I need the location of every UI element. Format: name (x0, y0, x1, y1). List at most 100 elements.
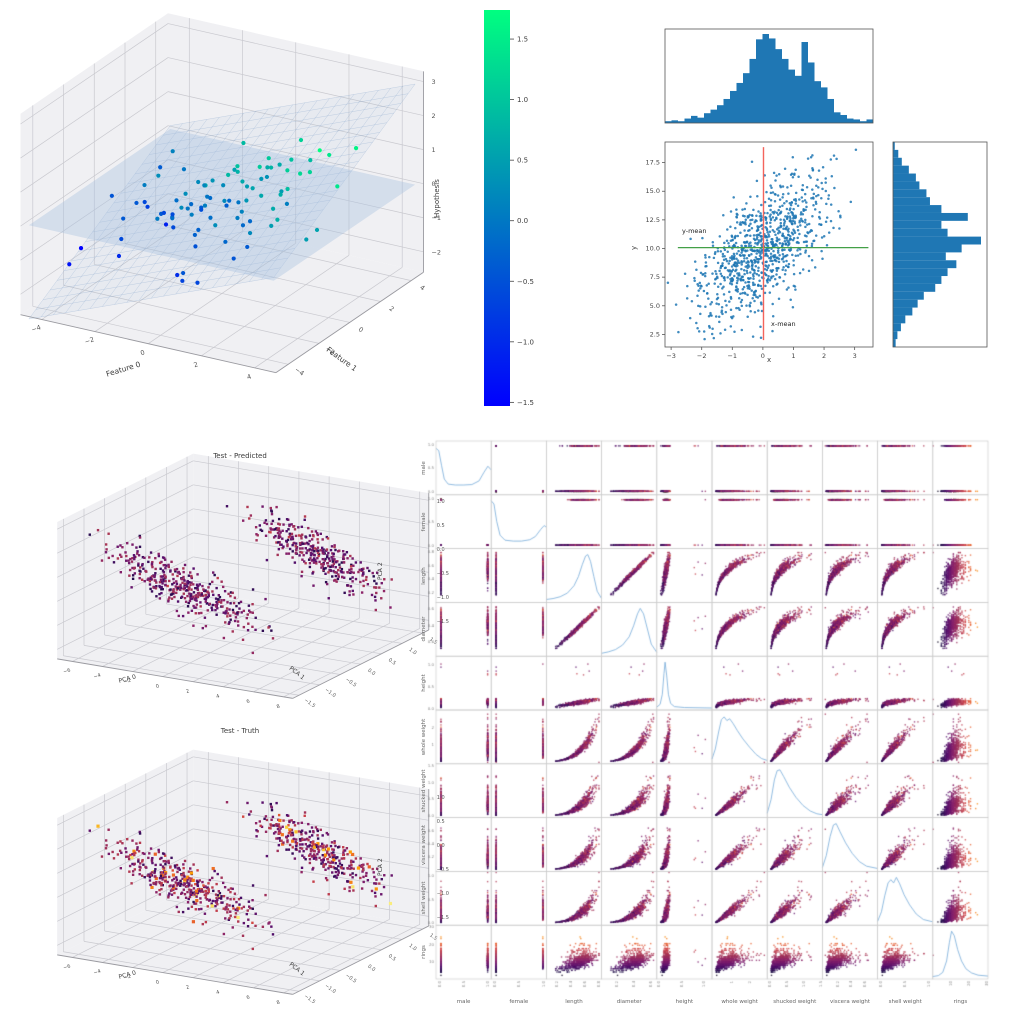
pairplot-col-label-length: length (565, 999, 583, 1005)
svg-text:3: 3 (431, 78, 435, 86)
svg-text:−0.5: −0.5 (344, 677, 357, 689)
svg-text:−6: −6 (63, 667, 72, 675)
svg-text:−4: −4 (93, 969, 102, 977)
x-mean-annotation: x-mean (771, 320, 796, 328)
svg-text:17.5: 17.5 (646, 159, 660, 167)
pairplot-canvas (415, 428, 1024, 1024)
svg-text:1: 1 (431, 146, 435, 154)
pairplot-row-label-length: length (421, 566, 427, 585)
svg-text:−0.5: −0.5 (517, 278, 534, 286)
svg-text:8: 8 (276, 1000, 281, 1007)
svg-text:2: 2 (431, 112, 435, 120)
pairplot-row-label-diameter: diameter (421, 616, 427, 642)
panel-colorbar: 1.5 1.0 0.5 0.0 −0.5 −1.0 −1.5 (468, 0, 568, 425)
pca2-axis-label: PCA 2 (377, 562, 384, 580)
svg-text:−2: −2 (84, 335, 96, 346)
svg-text:0: 0 (139, 348, 145, 357)
pairplot-col-label-male: male (456, 999, 471, 1005)
svg-text:−1.5: −1.5 (517, 399, 534, 407)
svg-text:0.5: 0.5 (387, 953, 397, 962)
svg-text:0.0: 0.0 (517, 217, 528, 225)
svg-text:0: 0 (357, 325, 365, 334)
svg-text:−1.0: −1.0 (517, 338, 534, 346)
svg-text:2: 2 (185, 688, 190, 695)
svg-text:0: 0 (431, 180, 435, 188)
panel-joint-distribution: −3 −2 −1 0 1 2 3 2.5 5.0 7.5 10.0 12.5 15.0 17.5 x y … (620, 0, 1024, 400)
pairplot-row-label-shucked-weight: shucked weight (421, 769, 427, 813)
pca-predicted-3d-plot: −6−4−202468−1.5−1.0−0.50.00.51.01.5−1.5−… (57, 453, 449, 711)
svg-text:0.5: 0.5 (517, 157, 528, 165)
svg-text:−1: −1 (431, 214, 441, 222)
panel-3d-hypothesis: −4 −2 0 2 4 −4 −2 0 2 4 −2 −1 0 1 2 3 Feature 0 Feature… (0, 0, 465, 425)
svg-text:−4: −4 (293, 366, 305, 378)
svg-text:1: 1 (791, 352, 795, 360)
svg-text:−2: −2 (697, 352, 707, 360)
svg-text:−6: −6 (63, 963, 72, 971)
pairplot-row-label-shell-weight: shell weight (421, 881, 427, 915)
pca-predicted-title: Test - Predicted (213, 452, 267, 460)
pairplot-col-label-whole-weight: whole weight (721, 999, 758, 1005)
joint-scatter-plot: −3 −2 −1 0 1 2 3 2.5 5.0 7.5 10.0 12.5 15.0 17.5 (646, 28, 988, 360)
svg-text:3: 3 (853, 352, 857, 360)
svg-text:4: 4 (216, 989, 221, 996)
svg-text:0.0: 0.0 (366, 964, 376, 973)
pairplot-row-label-male: male (421, 461, 427, 475)
pairplot-row-label-rings: rings (421, 945, 427, 959)
panel-pca-predicted: −6−4−202468−1.5−1.0−0.50.00.51.01.5−1.5−… (30, 430, 450, 722)
svg-text:12.5: 12.5 (646, 216, 660, 224)
svg-text:−4: −4 (93, 673, 102, 681)
svg-text:−1.5: −1.5 (303, 697, 316, 709)
svg-text:6: 6 (246, 698, 251, 705)
pairplot-col-label-female: female (509, 999, 529, 1005)
svg-text:0: 0 (155, 683, 160, 690)
pairplot-col-label-diameter: diameter (616, 999, 642, 1005)
svg-text:0.5: 0.5 (387, 657, 397, 666)
svg-text:0.0: 0.0 (366, 668, 376, 677)
z-axis-label-hypothesis: Hypothesis (433, 179, 441, 218)
svg-text:2: 2 (388, 304, 396, 313)
svg-text:7.5: 7.5 (650, 273, 660, 281)
svg-text:2: 2 (822, 352, 826, 360)
pairplot-col-label-viscera-weight: viscera weight (830, 999, 870, 1005)
svg-text:−1.0: −1.0 (323, 687, 336, 699)
svg-text:5.0: 5.0 (650, 302, 660, 310)
panel-pca-truth: −6−4−202468−1.5−1.0−0.50.00.51.01.5−1.5−… (30, 722, 450, 1020)
colorbar: 1.5 1.0 0.5 0.0 −0.5 −1.0 −1.5 (484, 10, 534, 407)
svg-text:10.0: 10.0 (646, 245, 660, 253)
pairplot-col-label-shucked-weight: shucked weight (773, 999, 817, 1005)
pairplot-col-label-height: height (675, 999, 694, 1005)
pca-truth-3d-plot: −6−4−202468−1.5−1.0−0.50.00.51.01.5−1.5−… (57, 749, 449, 1007)
svg-text:4: 4 (418, 283, 426, 292)
svg-text:−1.0: −1.0 (323, 983, 336, 995)
svg-text:4: 4 (246, 373, 252, 382)
pca-truth-title: Test - Truth (220, 727, 260, 735)
pairplot-col-label-shell-weight: shell weight (888, 999, 922, 1005)
svg-text:−1.5: −1.5 (303, 993, 316, 1005)
pairplot-row-label-height: height (421, 674, 427, 692)
svg-text:1.5: 1.5 (517, 36, 528, 44)
svg-text:1.0: 1.0 (408, 943, 418, 952)
svg-text:−1: −1 (727, 352, 737, 360)
svg-text:0: 0 (155, 979, 160, 986)
svg-text:15.0: 15.0 (646, 187, 660, 195)
svg-text:2: 2 (185, 984, 190, 991)
svg-text:−0.5: −0.5 (344, 973, 357, 985)
pairplot-row-label-female: female (421, 512, 427, 532)
pairplot-col-label-rings: rings (953, 999, 968, 1005)
svg-text:1.0: 1.0 (408, 647, 418, 656)
panel-pairplot: male male female female length length diameter… (415, 428, 1024, 1024)
svg-text:−2: −2 (123, 678, 132, 686)
svg-text:−2: −2 (123, 974, 132, 982)
svg-text:4: 4 (216, 693, 221, 700)
y-axis-label: y (630, 245, 638, 250)
svg-text:8: 8 (276, 704, 281, 711)
svg-text:−2: −2 (431, 248, 441, 256)
svg-text:2: 2 (193, 360, 199, 369)
pca2-axis-label: PCA 2 (377, 858, 384, 876)
pairplot-row-label-viscera-weight: viscera weight (421, 824, 427, 865)
svg-text:0: 0 (761, 352, 765, 360)
svg-text:−3: −3 (666, 352, 676, 360)
pairplot-row-label-whole-weight: whole weight (421, 718, 427, 756)
